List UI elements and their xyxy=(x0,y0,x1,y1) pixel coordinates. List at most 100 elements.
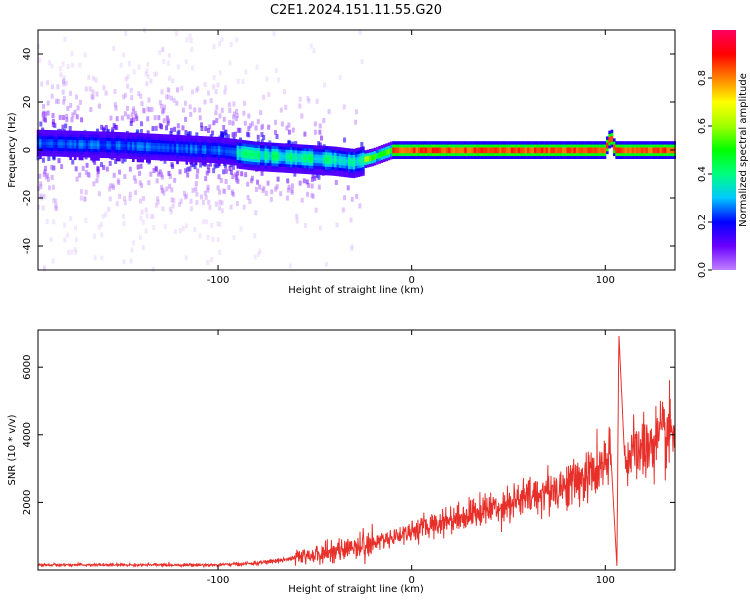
spectrogram-ridge-cell xyxy=(520,146,523,151)
spectrogram-ridge-cell xyxy=(450,152,453,157)
spectrogram-cell xyxy=(161,108,165,114)
spectrogram-ridge-cell xyxy=(285,160,289,165)
spectrogram-ridge-cell xyxy=(206,147,210,152)
spectrogram-ridge-cell xyxy=(122,137,126,142)
spectrogram-ridge-cell xyxy=(122,152,126,156)
spectrogram-ridge-cell xyxy=(118,140,121,145)
spectrogram-ridge-cell xyxy=(231,156,235,160)
spectrogram-ridge-cell xyxy=(308,144,312,149)
spectrogram-ridge-cell xyxy=(64,133,68,137)
spectrogram-ridge-cell xyxy=(39,147,42,151)
spectrogram-cell xyxy=(190,89,194,95)
spectrogram-ridge-cell xyxy=(582,152,586,157)
spectrogram-ridge-cell xyxy=(636,152,639,157)
spectrogram-ridge-cell xyxy=(606,139,609,143)
spectrogram-ridge-cell xyxy=(303,161,307,166)
spectrogram-ridge-cell xyxy=(464,152,467,157)
spectrogram-ridge-cell xyxy=(136,138,140,143)
spectrogram-ridge-cell xyxy=(320,145,323,150)
spectrogram-ridge-cell xyxy=(183,143,186,148)
spectrogram-ridge-cell xyxy=(71,142,75,146)
spectrogram-cell xyxy=(74,166,78,172)
spectrogram-cell xyxy=(65,117,69,123)
spectrogram-ridge-cell xyxy=(624,144,628,148)
spectrogram-ridge-cell xyxy=(503,144,507,148)
spectrogram-cell xyxy=(112,45,116,51)
spectrogram-ridge-cell xyxy=(308,156,312,160)
spectrogram-cell xyxy=(74,225,78,231)
spectrogram-cell xyxy=(124,30,128,36)
spectrogram-cell xyxy=(44,174,48,180)
spectrogram-ridge-cell xyxy=(520,152,523,157)
spectrogram-cell xyxy=(85,162,89,168)
spectrogram-ridge-cell xyxy=(106,151,110,156)
spectrogram-ridge-cell xyxy=(141,144,144,149)
spectrogram-ridge-cell xyxy=(568,152,572,157)
spectrogram-ridge-cell xyxy=(132,149,135,154)
spectrogram-ridge-cell xyxy=(46,150,49,154)
spectrogram-ridge-cell xyxy=(573,141,577,145)
spectrogram-cell xyxy=(163,158,167,164)
spectrogram-ridge-cell xyxy=(280,149,284,153)
spectrogram-cell xyxy=(247,113,251,119)
spectrogram-ridge-cell xyxy=(564,152,567,157)
spectrogram-ridge-cell xyxy=(389,147,393,151)
spectrogram-ridge-cell xyxy=(132,144,135,148)
spectrogram-ridge-cell xyxy=(176,146,179,150)
spectrogram-cell xyxy=(204,194,208,200)
spectrogram-ridge-cell xyxy=(183,146,186,151)
spectrogram-ridge-cell xyxy=(146,159,149,163)
spectrogram-ridge-cell xyxy=(341,150,344,154)
spectrogram-cell xyxy=(70,117,74,123)
spectrogram-ridge-cell xyxy=(67,153,70,157)
spectrogram-ridge-cell xyxy=(243,160,247,164)
spectrogram-ridge-cell xyxy=(97,148,100,153)
spectrogram-ridge-cell xyxy=(243,166,247,170)
spectrogram-ridge-cell xyxy=(457,152,460,157)
spectrogram-ridge-cell xyxy=(482,149,486,154)
spectrogram-ridge-cell xyxy=(427,146,430,151)
spectrogram-cell xyxy=(216,185,220,191)
spectrogram-ridge-cell xyxy=(471,152,474,157)
spectrogram-ridge-cell xyxy=(452,155,456,159)
spectrogram-cell xyxy=(129,87,133,93)
spectrogram-cell xyxy=(243,120,247,126)
spectrogram-cell xyxy=(287,129,291,135)
spectrogram-ridge-cell xyxy=(78,148,82,152)
spectrogram-ridge-cell xyxy=(111,140,114,144)
spectrogram-cell xyxy=(346,185,350,191)
spectrogram-cell xyxy=(115,116,119,122)
spectrogram-ridge-cell xyxy=(238,156,242,161)
spectrogram-ridge-cell xyxy=(547,146,551,151)
spectrogram-cell xyxy=(183,100,187,106)
spectrogram-cell xyxy=(60,164,64,170)
spectrogram-ridge-cell xyxy=(129,152,133,157)
spectrogram-cell xyxy=(216,221,220,227)
spectrogram-ridge-cell xyxy=(661,144,665,148)
spectrogram-ridge-cell xyxy=(550,146,553,151)
spectrogram-ridge-cell xyxy=(111,143,114,147)
spectrogram-cell xyxy=(131,108,135,114)
spectrogram-cell xyxy=(58,66,62,72)
spectrogram-ridge-cell xyxy=(229,149,233,154)
spectrogram-cell xyxy=(216,237,220,243)
spectrogram-ridge-cell xyxy=(234,159,237,163)
spectrogram-ridge-cell xyxy=(71,139,75,143)
spectrogram-ridge-cell xyxy=(113,140,117,144)
spectrogram-ridge-cell xyxy=(473,141,477,145)
spectrogram-ridge-cell xyxy=(113,152,117,156)
spectrogram-ridge-cell xyxy=(276,154,279,158)
spectrogram-ridge-cell xyxy=(299,147,302,151)
spectrogram-ridge-cell xyxy=(578,146,581,151)
spectrogram-cell xyxy=(176,64,180,70)
spectrogram-ridge-cell xyxy=(115,131,119,136)
spectrogram-cell xyxy=(54,202,58,208)
spectrogram-cell xyxy=(216,163,220,169)
spectrogram-cell xyxy=(175,87,179,93)
spectrogram-ridge-cell xyxy=(441,144,444,148)
spectrogram-ridge-cell xyxy=(162,139,165,144)
spectrogram-ridge-cell xyxy=(320,151,323,155)
spectrogram-ridge-cell xyxy=(594,144,598,148)
spectrogram-ridge-cell xyxy=(582,141,586,145)
spectrogram-ridge-cell xyxy=(587,152,591,157)
